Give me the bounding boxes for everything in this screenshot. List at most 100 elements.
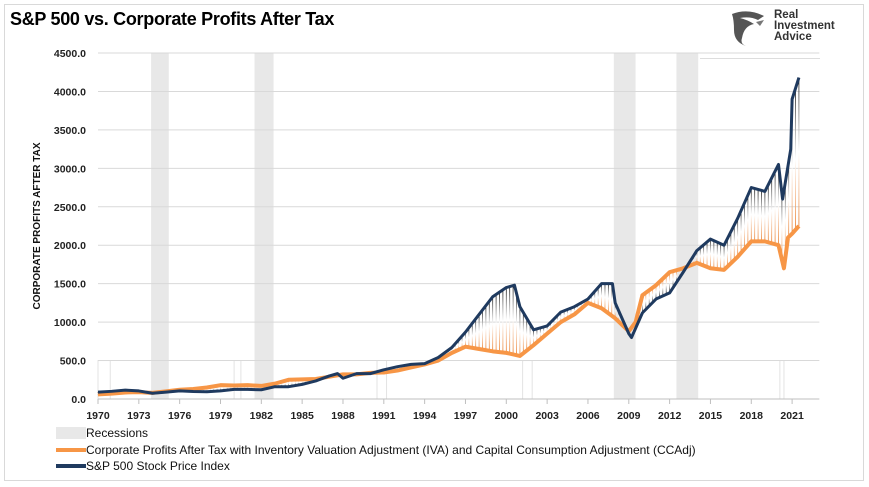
x-tick-label: 1979 (209, 410, 233, 422)
dropline (305, 379, 306, 384)
dropline (648, 290, 650, 306)
dropline (781, 193, 783, 260)
dropline (672, 271, 674, 288)
y-tick-label: 1000.0 (54, 317, 86, 329)
dropline (774, 171, 776, 245)
dropline (611, 283, 613, 316)
x-tick-label: 2015 (699, 410, 723, 422)
dropline (546, 325, 548, 334)
dropline (730, 231, 732, 264)
dropline (580, 302, 582, 309)
sp500-line (97, 77, 801, 395)
dropline (247, 385, 249, 390)
dropline (590, 295, 592, 305)
dropline (230, 385, 232, 390)
dropline (502, 289, 504, 353)
dropline (512, 285, 514, 355)
recession-band (376, 360, 388, 400)
dropline (461, 335, 463, 349)
dropline (659, 281, 660, 298)
dropline (291, 379, 293, 387)
dropline (577, 304, 579, 312)
dropline (693, 255, 694, 265)
dropline (795, 88, 796, 230)
dropline (696, 250, 698, 263)
dropline (710, 239, 711, 269)
dropline (757, 189, 759, 242)
x-tick-label: 1994 (413, 410, 437, 422)
dropline (240, 385, 242, 390)
dropline (594, 291, 596, 306)
dropline (448, 349, 449, 355)
dropline (652, 287, 654, 303)
dropline (767, 184, 769, 243)
y-tick-label: 500.0 (60, 356, 86, 368)
x-tick-label: 2009 (617, 410, 641, 422)
x-tick-label: 1973 (127, 410, 151, 422)
dropline (733, 225, 735, 261)
dropline (495, 294, 497, 352)
profits-line (97, 224, 801, 397)
dropline (747, 195, 749, 246)
dropline (679, 269, 681, 278)
y-tick-label: 2000.0 (54, 240, 86, 252)
y-axis-title: CORPORATE PROFITS AFTER TAX (32, 142, 43, 309)
dropline (550, 322, 551, 331)
legend-swatch (56, 427, 86, 439)
x-tick-label: 1988 (331, 410, 355, 422)
dropline (645, 292, 647, 310)
eagle-logo-icon (732, 11, 764, 46)
dropline (468, 327, 470, 348)
dropline (522, 312, 524, 354)
dropline (740, 210, 742, 253)
x-tick-label: 2021 (780, 410, 804, 422)
dropline (798, 77, 800, 226)
y-tick-label: 4500.0 (54, 48, 86, 60)
dropline (573, 306, 575, 315)
dropline (727, 238, 728, 267)
dropline (750, 187, 752, 242)
chart-title: S&P 500 vs. Corporate Profits After Tax (10, 9, 335, 29)
dropline (458, 339, 460, 350)
dropline (301, 379, 303, 385)
dropline (284, 380, 286, 387)
y-tick-label: 4000.0 (54, 86, 86, 98)
dropline (539, 327, 541, 340)
legend-swatch (56, 448, 86, 452)
dropline (465, 332, 466, 347)
dropline (754, 188, 756, 242)
dropline (676, 270, 677, 283)
dropline (516, 293, 517, 356)
dropline (631, 326, 633, 336)
dropline (454, 343, 456, 352)
dropline (706, 241, 708, 267)
x-tick-label: 1982 (250, 410, 274, 422)
dropline (288, 379, 289, 387)
dropline (713, 240, 715, 269)
dropline (223, 385, 225, 391)
dropline (471, 323, 473, 348)
dropline (488, 301, 490, 351)
dropline (492, 296, 494, 352)
logo-text: Real Investment Advice (774, 9, 835, 43)
dropline (526, 318, 528, 351)
dropline (597, 287, 599, 307)
divider (700, 58, 820, 59)
x-tick-label: 2018 (740, 410, 764, 422)
recession-band (151, 53, 169, 399)
dropline (505, 287, 507, 353)
legend-item-sp500: S&P 500 Stock Price Index (56, 459, 230, 473)
y-tick-label: 2500.0 (54, 202, 86, 214)
dropline (536, 328, 538, 343)
recession-band (254, 53, 274, 399)
dropline (509, 286, 511, 354)
dropline (716, 242, 718, 270)
recession-band (233, 360, 242, 400)
dropline (553, 319, 555, 328)
dropline (560, 312, 562, 323)
x-tick-label: 1985 (290, 410, 314, 422)
legend-item-recessions: Recessions (56, 426, 148, 440)
dropline (294, 379, 296, 386)
dropline (607, 283, 609, 314)
recession-band (522, 360, 533, 400)
